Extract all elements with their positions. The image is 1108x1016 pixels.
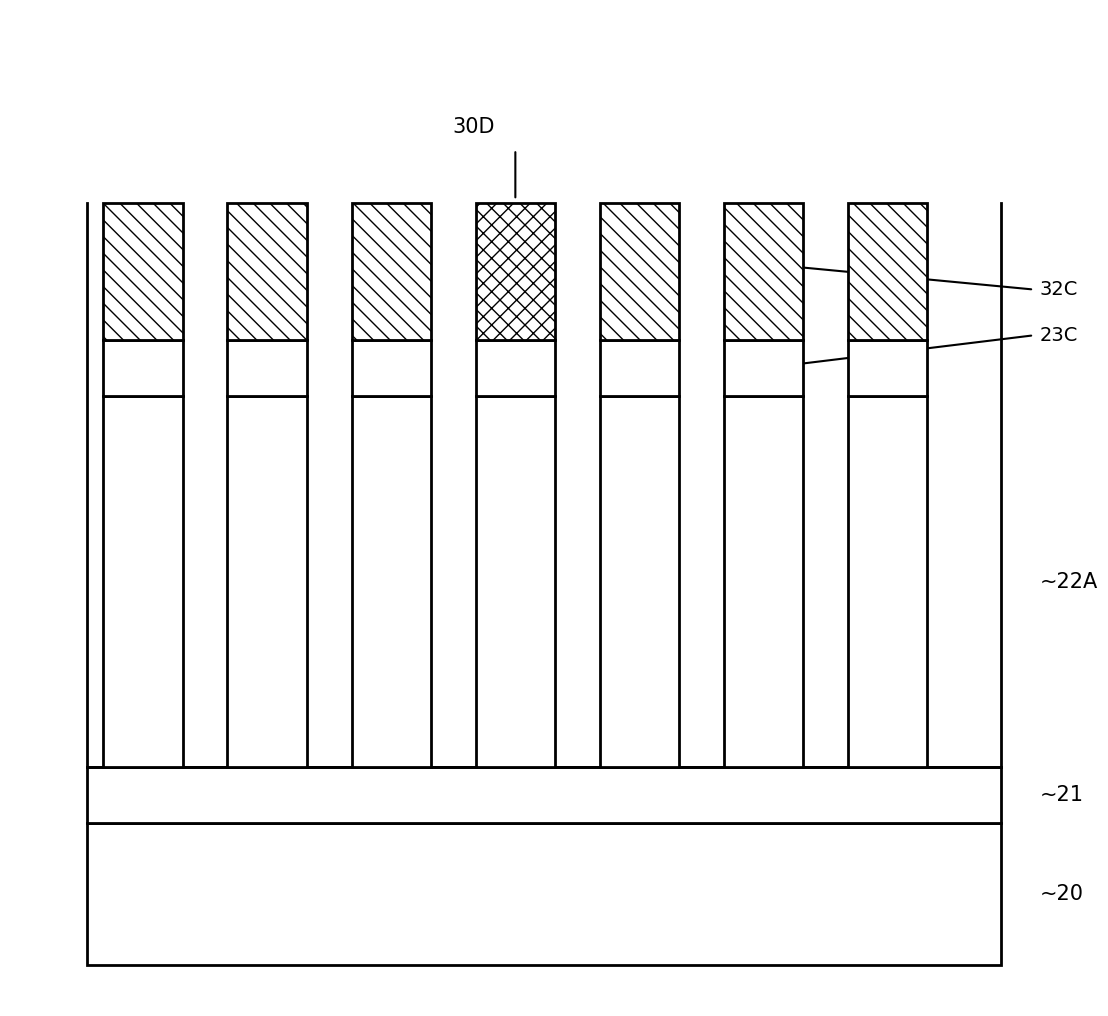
Bar xyxy=(351,396,431,767)
Bar xyxy=(848,396,927,767)
Bar xyxy=(351,203,431,340)
Bar xyxy=(848,203,927,340)
Bar xyxy=(88,823,1002,965)
Text: ~21: ~21 xyxy=(1039,785,1084,805)
Bar xyxy=(103,203,183,340)
Bar xyxy=(351,340,431,396)
Bar xyxy=(599,203,679,340)
Text: 23C: 23C xyxy=(1039,326,1078,344)
Text: ~22A: ~22A xyxy=(1039,572,1098,591)
Bar xyxy=(103,340,183,396)
Bar xyxy=(724,340,803,396)
Bar xyxy=(724,396,803,767)
Text: ~20: ~20 xyxy=(1039,884,1084,904)
Bar xyxy=(103,396,183,767)
Bar xyxy=(475,396,555,767)
Bar xyxy=(227,203,307,340)
Bar xyxy=(475,340,555,396)
Bar xyxy=(599,340,679,396)
Text: 32C: 32C xyxy=(1039,280,1078,299)
Bar xyxy=(227,396,307,767)
Bar xyxy=(724,203,803,340)
Text: 30D: 30D xyxy=(452,117,494,137)
Bar xyxy=(599,396,679,767)
Bar xyxy=(475,203,555,340)
Bar xyxy=(848,340,927,396)
Bar xyxy=(88,767,1002,823)
Bar xyxy=(227,340,307,396)
